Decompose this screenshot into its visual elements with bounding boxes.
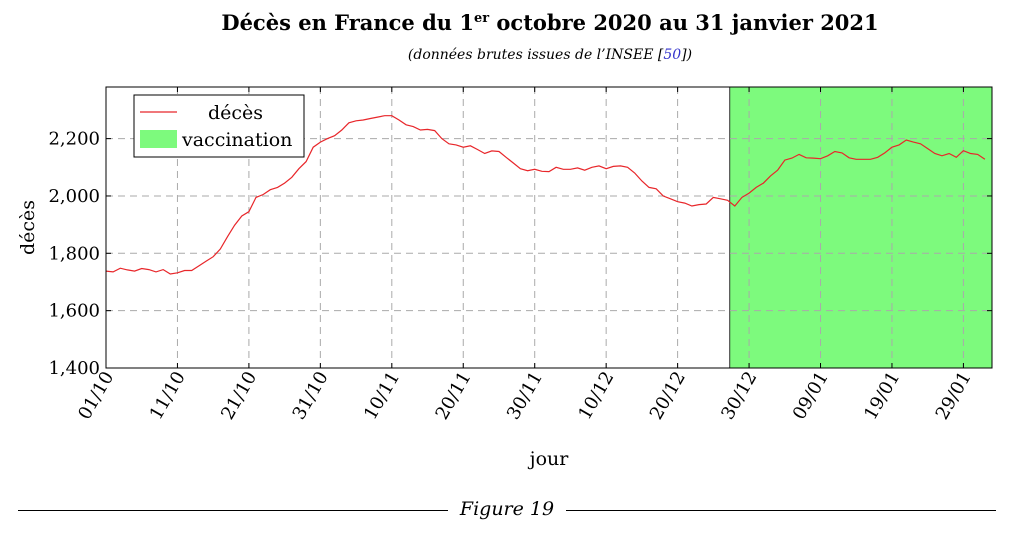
- y-tick-label: 2,000: [48, 186, 100, 207]
- legend-label-deces: décès: [208, 102, 263, 124]
- caption-rule-right: [566, 510, 996, 511]
- legend-label-vaccination: vaccination: [181, 129, 292, 151]
- x-tick-label: 31/10: [289, 368, 333, 423]
- x-tick-label: 20/12: [646, 368, 690, 423]
- chart-subtitle: (données brutes issues de l’INSEE [50]): [407, 47, 693, 63]
- legend-swatch-vaccination: [140, 130, 177, 148]
- vaccination-region: [729, 87, 992, 368]
- chart-title: Décès en France du 1er octobre 2020 au 3…: [221, 10, 879, 35]
- caption-label: Figure 19: [451, 498, 563, 520]
- x-tick-label: 09/01: [789, 368, 833, 423]
- caption-rule-left: [18, 510, 448, 511]
- plot-frame: [105, 86, 993, 369]
- x-tick-label: 30/12: [717, 368, 761, 423]
- x-tick-label: 10/11: [360, 368, 404, 423]
- x-tick-label: 21/10: [217, 368, 261, 423]
- x-tick-label: 19/01: [860, 368, 904, 423]
- x-axis-label: jour: [528, 448, 570, 470]
- series-line-deces: [105, 115, 986, 275]
- x-tick-label: 29/01: [932, 368, 976, 423]
- x-tick-label: 20/11: [431, 368, 475, 423]
- y-tick-label: 1,600: [48, 301, 100, 322]
- y-tick-label: 1,800: [48, 243, 100, 264]
- y-tick-label: 2,200: [48, 129, 100, 150]
- y-axis-label: décès: [17, 200, 39, 255]
- y-tick-label: 1,400: [48, 358, 100, 379]
- reference-link[interactable]: 50: [663, 47, 682, 63]
- x-tick-label: 30/11: [503, 368, 547, 423]
- x-tick-label: 10/12: [574, 368, 618, 423]
- figure-caption: Figure 19: [18, 498, 996, 522]
- legend: décès vaccination: [133, 94, 305, 158]
- x-tick-label: 11/10: [146, 368, 190, 423]
